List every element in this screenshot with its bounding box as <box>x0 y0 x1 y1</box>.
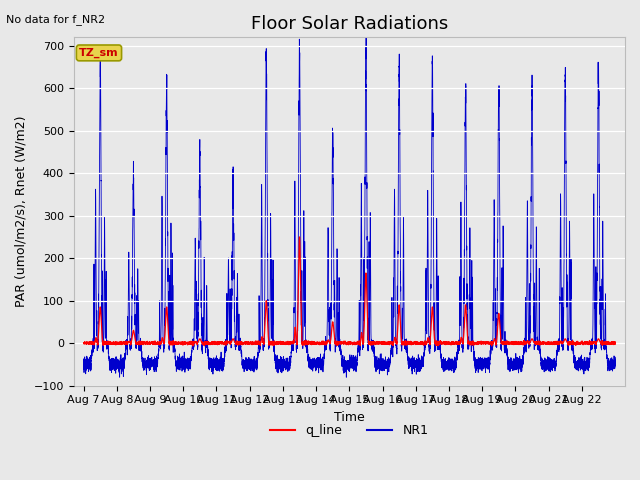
NR1 <box>362 25 370 31</box>
NR1 <box>342 374 350 380</box>
NR1 <box>417 355 425 360</box>
Line: NR1: NR1 <box>84 28 615 377</box>
X-axis label: Time: Time <box>334 411 365 424</box>
q_line <box>296 234 303 240</box>
q_line <box>488 343 495 349</box>
NR1 <box>272 357 280 363</box>
Y-axis label: PAR (umol/m2/s), Rnet (W/m2): PAR (umol/m2/s), Rnet (W/m2) <box>15 116 28 307</box>
Text: TZ_sm: TZ_sm <box>79 48 119 58</box>
NR1 <box>474 360 481 366</box>
q_line <box>474 341 481 347</box>
Title: Floor Solar Radiations: Floor Solar Radiations <box>251 15 448 33</box>
q_line <box>611 341 619 347</box>
q_line <box>394 317 402 323</box>
NR1 <box>611 361 619 367</box>
Text: No data for f_NR2: No data for f_NR2 <box>6 14 106 25</box>
NR1 <box>502 345 510 350</box>
Line: q_line: q_line <box>84 237 615 346</box>
q_line <box>106 340 114 346</box>
NR1 <box>394 185 402 191</box>
q_line <box>272 341 280 347</box>
q_line <box>80 340 88 346</box>
NR1 <box>80 365 88 371</box>
NR1 <box>106 363 114 369</box>
Legend: q_line, NR1: q_line, NR1 <box>266 419 433 442</box>
q_line <box>502 340 510 346</box>
q_line <box>417 340 425 346</box>
